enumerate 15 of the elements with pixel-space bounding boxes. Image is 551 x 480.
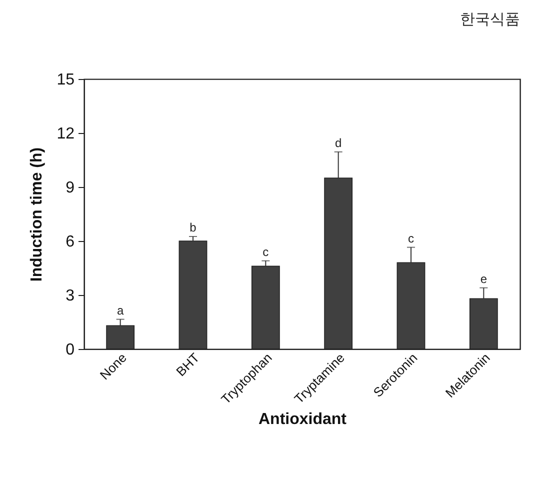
y-tick-label: 6 [66, 234, 75, 250]
annotation: c [408, 231, 414, 246]
y-tick-label: 12 [56, 126, 75, 142]
annotation: a [116, 303, 124, 318]
annotation: e [480, 272, 488, 286]
y-tick-label: 3 [66, 288, 75, 304]
x-axis-title: Antioxidant [258, 410, 348, 428]
y-tick-label: 0 [66, 342, 75, 358]
y-tick-label: 9 [66, 180, 75, 196]
text: 한국식품 [460, 11, 520, 28]
annotation: c [262, 244, 269, 259]
y-tick-label: 15 [56, 72, 75, 88]
annotation: d [334, 136, 342, 150]
y-axis-title: Induction time (h) [28, 147, 46, 282]
annotation: b [190, 220, 197, 234]
